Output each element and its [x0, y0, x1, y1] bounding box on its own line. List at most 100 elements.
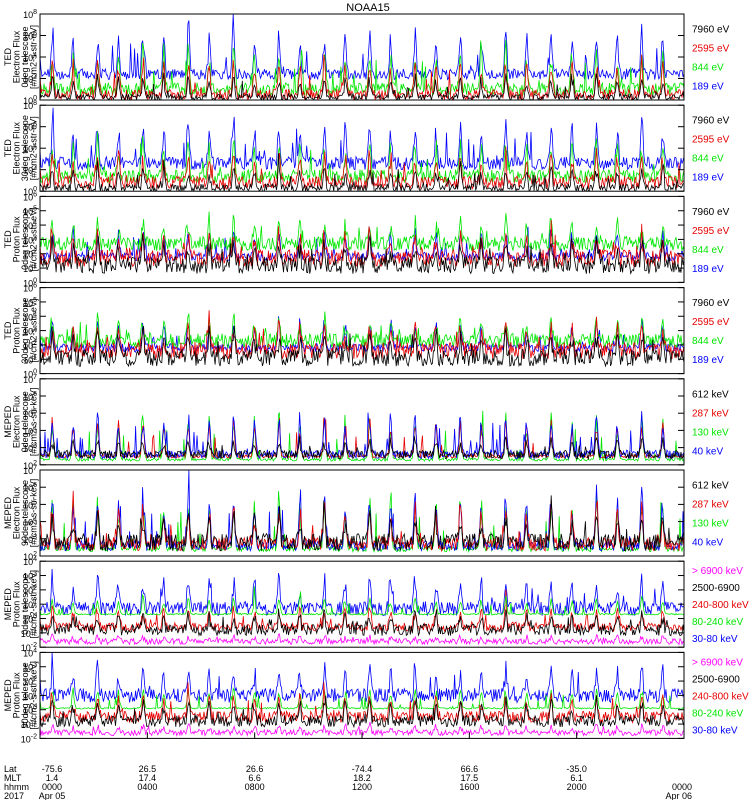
- x-tick-label: 2000: [567, 782, 587, 792]
- x-tick-label: 26.5: [139, 764, 157, 774]
- legend-entry: 240-800 keV: [692, 600, 749, 611]
- series-black-trace: [40, 153, 684, 192]
- figure-title: NOAA15: [346, 2, 389, 14]
- y-tick-label: 10-1: [21, 628, 37, 639]
- y-axis-label: MEPED: [3, 497, 13, 530]
- y-axis-label: MEPED: [3, 588, 13, 621]
- legend-entry: 240-800 keV: [692, 691, 749, 702]
- series-black-trace: [40, 436, 684, 461]
- series-green-trace: [40, 686, 684, 710]
- series-blue-trace: [40, 652, 684, 704]
- legend-entry: 189 eV: [692, 264, 724, 275]
- y-tick-label: 103: [23, 571, 37, 582]
- y-axis-label: MEPED: [3, 679, 13, 712]
- legend-entry: 844 eV: [692, 63, 724, 74]
- legend-entry: 189 eV: [692, 173, 724, 184]
- x-tick-label: -35.0: [566, 764, 587, 774]
- legend-entry: > 6900 keV: [692, 566, 743, 577]
- y-tick-label: 100: [23, 277, 37, 288]
- y-tick-label: 105: [23, 408, 37, 419]
- x-tick-label: Apr 06: [665, 791, 692, 800]
- x-tick-label: 1200: [352, 782, 372, 792]
- series-black-trace: [40, 495, 684, 552]
- legend-entry: 612 keV: [692, 481, 729, 492]
- y-axis-label: TED: [3, 230, 13, 249]
- y-axis-label: 90deg telescope: [20, 662, 30, 728]
- y-tick-label: 102: [23, 165, 37, 176]
- y-axis-label: [#/cm2-s-str-keV]: [29, 661, 39, 730]
- legend-entry: 287 keV: [692, 500, 729, 511]
- y-axis-label: Electron Flux: [12, 486, 22, 539]
- y-axis-label: Electron Flux: [12, 395, 22, 448]
- legend-entry: 130 keV: [692, 519, 729, 530]
- x-row-label: hhmm: [4, 782, 29, 792]
- y-axis-label: [#/cm2-s-str-keV]: [29, 570, 39, 639]
- y-tick-label: 107: [23, 374, 37, 385]
- x-tick-label: -74.4: [352, 764, 373, 774]
- legend-entry: 2595 eV: [692, 44, 730, 55]
- legend-entry: 287 keV: [692, 408, 729, 419]
- y-axis-label: 0deg telescope: [20, 574, 30, 635]
- y-tick-label: 103: [23, 662, 37, 673]
- x-tick-label: 1600: [459, 782, 479, 792]
- y-axis-label: [#/cm2-s-str-keV]: [29, 479, 39, 548]
- x-row-label: Lat: [4, 764, 17, 774]
- y-tick-label: 104: [23, 647, 37, 658]
- y-tick-label: 102: [23, 74, 37, 85]
- y-tick-label: 106: [23, 283, 37, 294]
- x-tick-label: 6.1: [570, 773, 583, 783]
- y-tick-label: 105: [23, 499, 37, 510]
- y-axis-label: Electron Flux: [12, 121, 22, 174]
- y-tick-label: 108: [23, 9, 37, 20]
- series-blue-trace: [40, 14, 684, 82]
- legend-entry: 2595 eV: [692, 226, 730, 237]
- y-axis-label: TED: [3, 139, 13, 158]
- legend-entry: 2500-6900: [692, 583, 740, 594]
- y-axis-label: [#/cm2-s-str-eV]: [29, 299, 39, 363]
- series-green-trace: [40, 311, 684, 349]
- x-tick-label: 1.4: [46, 773, 59, 783]
- series-red-trace: [40, 146, 684, 191]
- series-black-trace: [40, 325, 684, 368]
- y-tick-label: 104: [23, 311, 37, 322]
- x-tick-label: 17.4: [139, 773, 157, 783]
- y-axis-label: Electron Flux: [12, 30, 22, 83]
- series-green-trace: [40, 39, 684, 98]
- legend-entry: 7960 eV: [692, 25, 730, 36]
- y-tick-label: 104: [23, 556, 37, 567]
- series-green-trace: [40, 586, 684, 617]
- y-tick-label: 106: [23, 191, 37, 202]
- legend-entry: 80-240 keV: [692, 617, 743, 628]
- series-green-trace: [40, 131, 684, 184]
- series-blue-trace: [40, 568, 684, 617]
- series-green-trace: [40, 211, 684, 253]
- y-tick-label: 10-2: [21, 733, 37, 744]
- series-black-trace: [40, 695, 684, 729]
- x-tick-label: 0400: [137, 782, 157, 792]
- series-blue-trace: [40, 107, 684, 172]
- series-magenta-trace: [40, 633, 684, 646]
- y-axis-label: 90deg telescope: [20, 480, 30, 546]
- legend-entry: 844 eV: [692, 245, 724, 256]
- y-tick-label: 104: [23, 220, 37, 231]
- legend-entry: 612 keV: [692, 389, 729, 400]
- y-tick-label: 103: [23, 534, 37, 545]
- series-red-trace: [40, 681, 684, 724]
- y-axis-label: [#/cm2-s-str-keV]: [29, 388, 39, 457]
- legend-entry: 7960 eV: [692, 298, 730, 309]
- series-red-trace: [40, 54, 684, 100]
- legend-entry: 2595 eV: [692, 317, 730, 328]
- y-tick-label: 102: [23, 460, 37, 471]
- y-tick-label: 100: [23, 186, 37, 197]
- panel-frame: [39, 287, 685, 375]
- y-tick-label: 100: [23, 614, 37, 625]
- y-axis-label: [#/cm2-s-str-eV]: [29, 25, 39, 89]
- y-axis-label: MEPED: [3, 405, 13, 438]
- y-axis-label: [#/cm2-s-str-eV]: [29, 116, 39, 180]
- series-red-trace: [40, 490, 684, 553]
